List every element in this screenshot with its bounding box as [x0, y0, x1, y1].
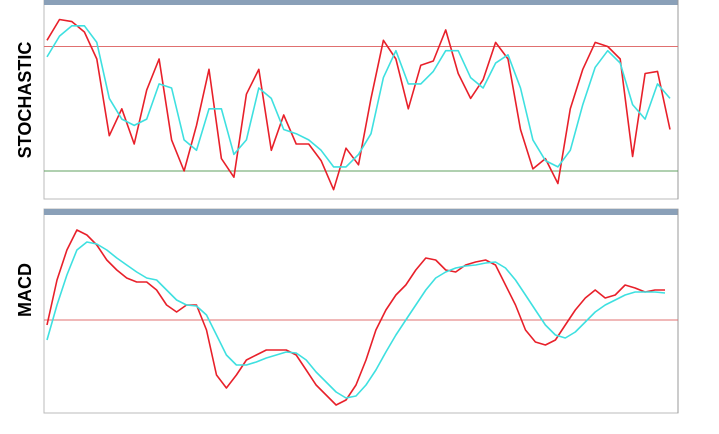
- indicator-line: [46, 229, 665, 406]
- toolbar-strip: [44, 0, 678, 5]
- panel-label: MACD: [15, 263, 35, 317]
- panel-border: [43, 208, 679, 414]
- indicator-line: [46, 18, 671, 191]
- macd-panel-frame: [43, 208, 679, 414]
- indicator-line: [46, 241, 666, 399]
- toolbar-strip: [44, 209, 678, 215]
- panel-label: STOCHASTIC: [15, 42, 35, 159]
- stochastic-panel-frame: [43, 0, 679, 200]
- panel-border: [43, 0, 679, 200]
- indicator-line: [46, 25, 671, 168]
